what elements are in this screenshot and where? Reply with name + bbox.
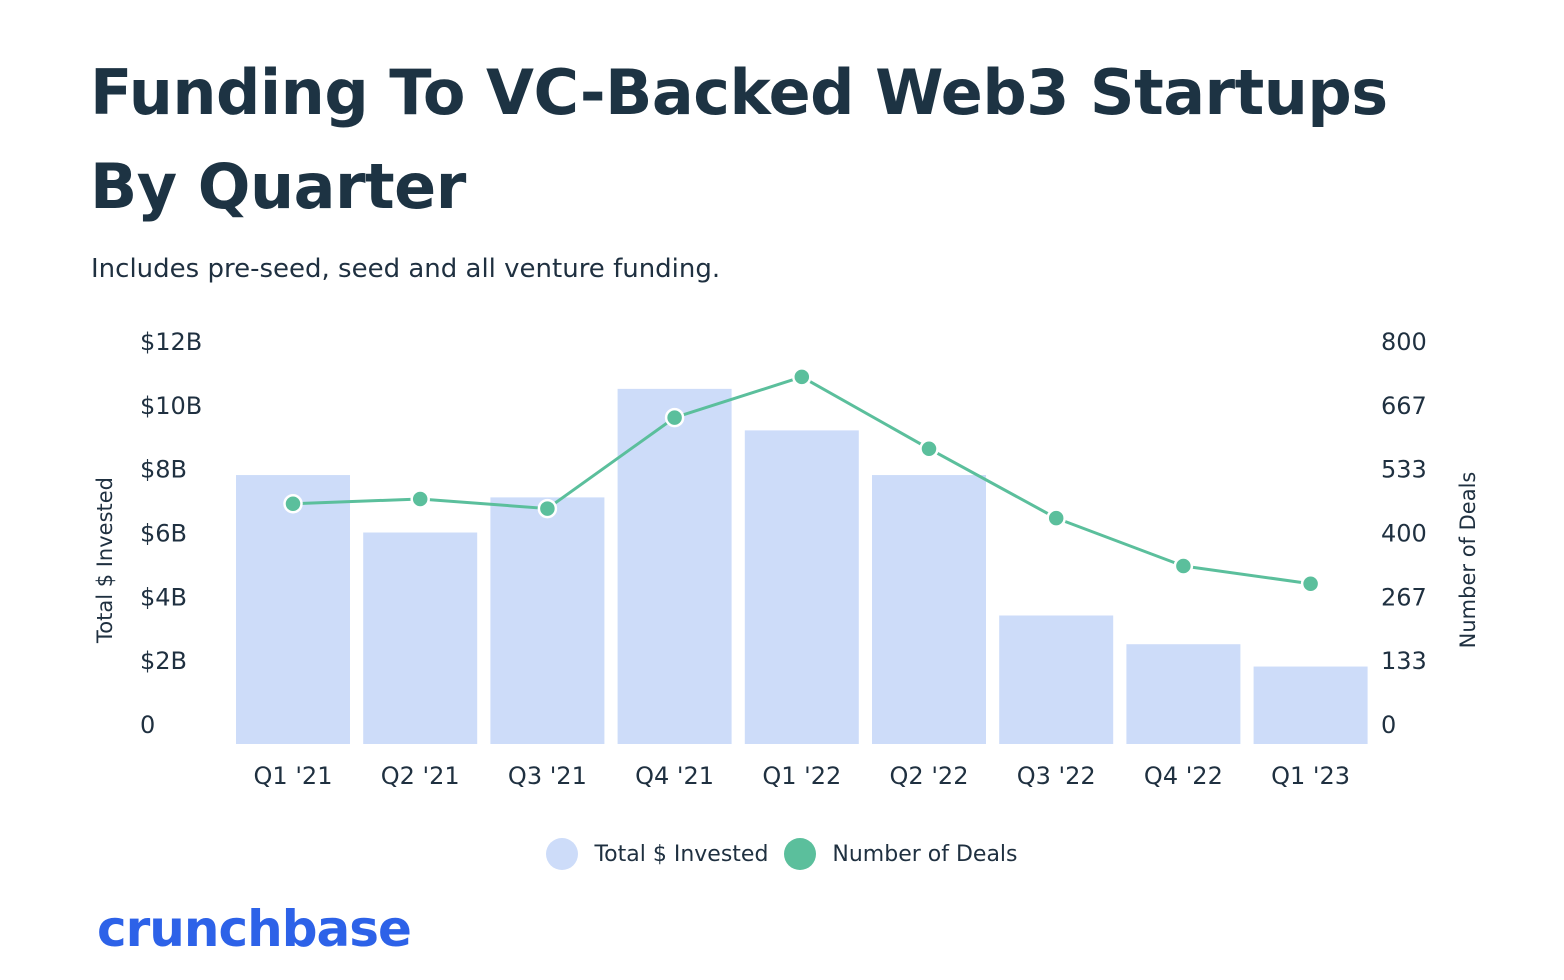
y-tick-right-0: 0: [1381, 711, 1396, 739]
y-tick-left-4: $8B: [140, 456, 187, 484]
legend-item-invested: Total $ Invested: [546, 838, 768, 870]
bar-4: [617, 388, 732, 744]
y-tick-left-6: $12B: [140, 328, 202, 356]
legend-swatch-deals: [784, 838, 817, 870]
bar-7: [999, 615, 1114, 744]
legend-label-deals: Number of Deals: [832, 841, 1018, 867]
x-tick-2: Q2 '21: [381, 762, 460, 790]
y-axis-title-right: Number of Deals: [1456, 472, 1480, 649]
x-tick-8: Q4 '22: [1144, 762, 1223, 790]
bar-3: [490, 497, 605, 744]
y-tick-left-5: $10B: [140, 392, 202, 420]
combo-chart: 0 $2B $4B $6B $8B $10B $12B 0 133 267 400 533 667 800…: [93, 328, 1480, 790]
deals-point-2: [410, 489, 430, 509]
bar-9: [1253, 666, 1368, 744]
y-tick-right-6: 800: [1381, 328, 1427, 356]
deals-point-7: [1046, 508, 1066, 528]
deals-point-4: [664, 407, 685, 428]
deals-point-1: [283, 494, 303, 514]
y-tick-right-5: 667: [1381, 392, 1427, 420]
crunchbase-logo: crunchbase: [97, 900, 412, 958]
y-tick-right-4: 533: [1381, 456, 1427, 484]
bar-5: [744, 430, 859, 744]
chart-title: Funding To VC-Backed Web3 Startups By Qu…: [90, 56, 1388, 223]
y-tick-left-0: 0: [140, 711, 155, 739]
y-tick-right-1: 133: [1381, 647, 1427, 675]
bar-2: [363, 532, 478, 744]
deals-point-5: [792, 367, 812, 387]
y-tick-left-3: $6B: [140, 520, 187, 548]
deals-point-3: [537, 498, 558, 519]
x-tick-3: Q3 '21: [508, 762, 587, 790]
x-tick-9: Q1 '23: [1271, 762, 1350, 790]
x-tick-5: Q1 '22: [762, 762, 841, 790]
bar-1: [236, 475, 350, 744]
y-tick-right-2: 267: [1381, 583, 1427, 611]
x-tick-1: Q1 '21: [254, 762, 333, 790]
deals-point-6: [919, 438, 939, 459]
y-tick-left-1: $2B: [140, 647, 187, 675]
x-tick-6: Q2 '22: [890, 762, 969, 790]
x-tick-7: Q3 '22: [1017, 762, 1096, 790]
x-tick-4: Q4 '21: [635, 762, 714, 790]
bar-6: [872, 475, 986, 744]
y-axis-title-left: Total $ Invested: [93, 477, 117, 644]
deals-point-8: [1173, 556, 1194, 576]
legend-label-invested: Total $ Invested: [594, 841, 769, 867]
legend-swatch-invested: [546, 838, 579, 870]
y-tick-right-3: 400: [1381, 520, 1427, 548]
deals-point-9: [1300, 573, 1321, 594]
chart-subtitle: Includes pre-seed, seed and all venture …: [91, 254, 721, 284]
legend-item-deals: Number of Deals: [784, 838, 1018, 870]
bar-8: [1126, 644, 1241, 744]
chart-legend: Total $ Invested Number of Deals: [0, 838, 1564, 870]
y-tick-left-2: $4B: [140, 583, 187, 611]
